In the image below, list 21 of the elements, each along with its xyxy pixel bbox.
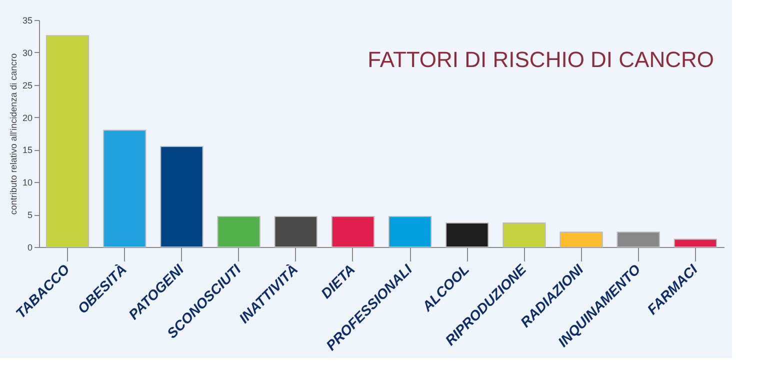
bar [160,146,204,248]
bar [103,130,146,248]
y-tick-label: 15 [22,145,32,156]
y-axis-title: contributo relativo all'incidenza di cancro [8,53,18,215]
bar [446,222,489,248]
y-tick-label: 30 [22,48,32,58]
bar [502,222,546,248]
bar [560,232,603,248]
y-tick-label: 20 [22,112,32,123]
y-tick-label: 10 [22,178,32,188]
bar [274,216,318,248]
y-tick-label: 35 [22,16,32,26]
bar [388,216,432,248]
bar [217,216,260,248]
bar [674,238,718,248]
bar [46,35,90,248]
y-tick-label: 25 [22,80,32,90]
bar [331,216,375,248]
text: FATTORI DI RISCHIO DI CANCRO [368,47,714,72]
y-tick-label: 5 [27,210,32,220]
y-tick-label: 0 [27,242,32,252]
